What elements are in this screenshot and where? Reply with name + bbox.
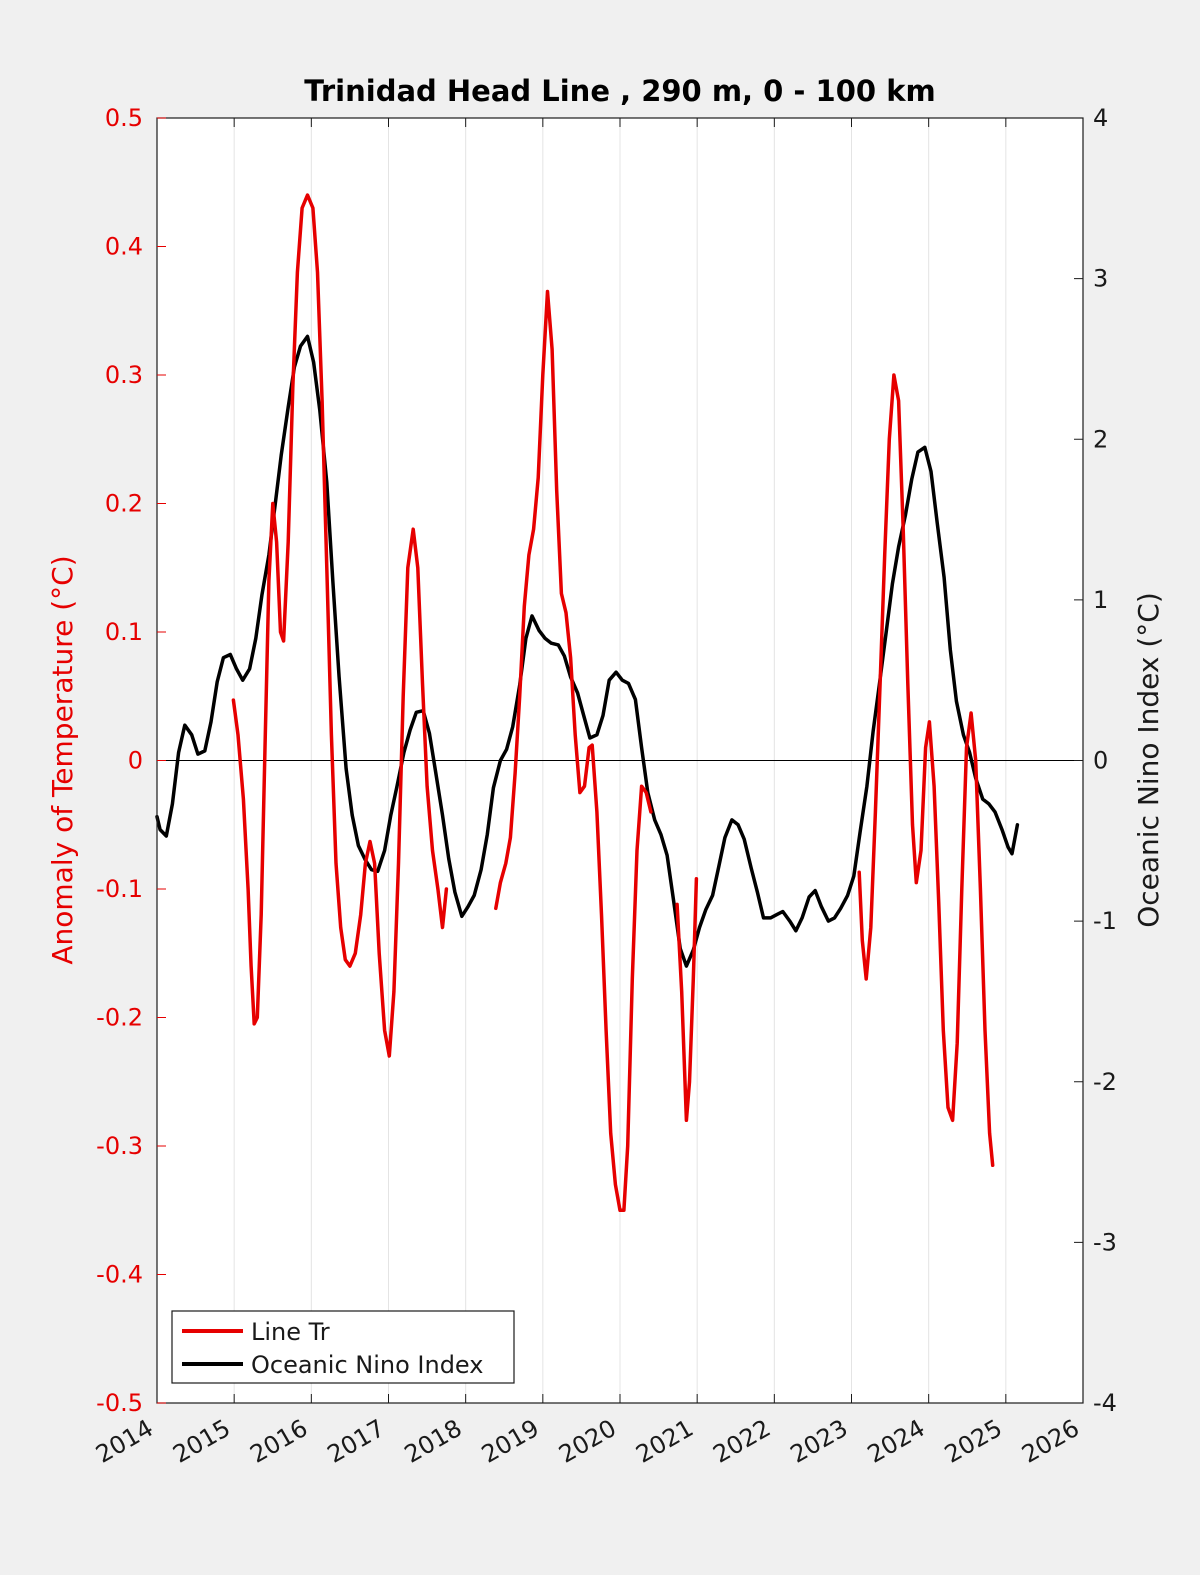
tick-label-x: 2026	[1017, 1414, 1084, 1469]
legend-box	[171, 1310, 515, 1384]
tick-label-y-right: 1	[1093, 586, 1108, 614]
series-line-tr-segment-1	[494, 289, 653, 1213]
tick-label-x: 2021	[631, 1414, 698, 1469]
tick-label-y-left: -0.5	[96, 1389, 143, 1417]
tick-label-x: 2022	[708, 1414, 775, 1469]
tick-label-x: 2015	[168, 1414, 235, 1469]
tick-label-x: 2018	[400, 1414, 467, 1469]
tick-label-x: 2019	[477, 1414, 544, 1469]
tick-label-x: 2023	[786, 1414, 853, 1469]
tick-label-y-right: 3	[1093, 265, 1108, 293]
series-line-tr-segment-2	[675, 876, 699, 1123]
tick-label-y-left: -0.4	[96, 1261, 143, 1289]
tick-label-y-left: 0.2	[105, 490, 143, 518]
tick-label-x: 2025	[940, 1414, 1007, 1469]
tick-label-x: 2017	[323, 1414, 390, 1469]
tick-label-x: 2020	[554, 1414, 621, 1469]
series-oni-segment-0	[155, 334, 1020, 968]
chart-title: Trinidad Head Line , 290 m, 0 - 100 km	[304, 74, 935, 108]
legend-label-temperature: Line Tr	[251, 1318, 330, 1346]
tick-label-y-left: 0.1	[105, 618, 143, 646]
tick-label-y-left: 0.5	[105, 104, 143, 132]
series-line-tr-segment-3	[857, 373, 995, 1168]
tick-label-y-left: 0.3	[105, 361, 143, 389]
tick-label-x: 2024	[863, 1414, 930, 1469]
legend: Line Tr Oceanic Nino Index	[171, 1310, 515, 1384]
y-axis-right-label: Oceanic Nino Index (°C)	[1132, 592, 1165, 928]
tick-label-y-right: 2	[1093, 425, 1108, 453]
ticks	[156, 117, 1084, 1404]
tick-label-y-right: -2	[1093, 1068, 1117, 1096]
tick-label-y-left: -0.1	[96, 875, 143, 903]
series-line-tr-segment-0	[231, 193, 449, 1058]
tick-label-x: 2016	[245, 1414, 312, 1469]
tick-label-y-left: -0.3	[96, 1132, 143, 1160]
tick-label-x: 2014	[91, 1414, 158, 1469]
tick-label-y-right: -3	[1093, 1228, 1117, 1256]
series-layer	[155, 193, 1020, 1213]
tick-label-y-left: 0.4	[105, 233, 143, 261]
tick-label-y-right: 0	[1093, 747, 1108, 775]
tick-label-y-right: 4	[1093, 104, 1108, 132]
tick-label-y-left: -0.2	[96, 1004, 143, 1032]
y-axis-left-label: Anomaly of Temperature (°C)	[46, 555, 79, 964]
legend-label-oni: Oceanic Nino Index	[251, 1351, 483, 1379]
tick-label-y-left: 0	[128, 747, 143, 775]
tick-label-y-right: -1	[1093, 907, 1117, 935]
tick-label-y-right: -4	[1093, 1389, 1117, 1417]
